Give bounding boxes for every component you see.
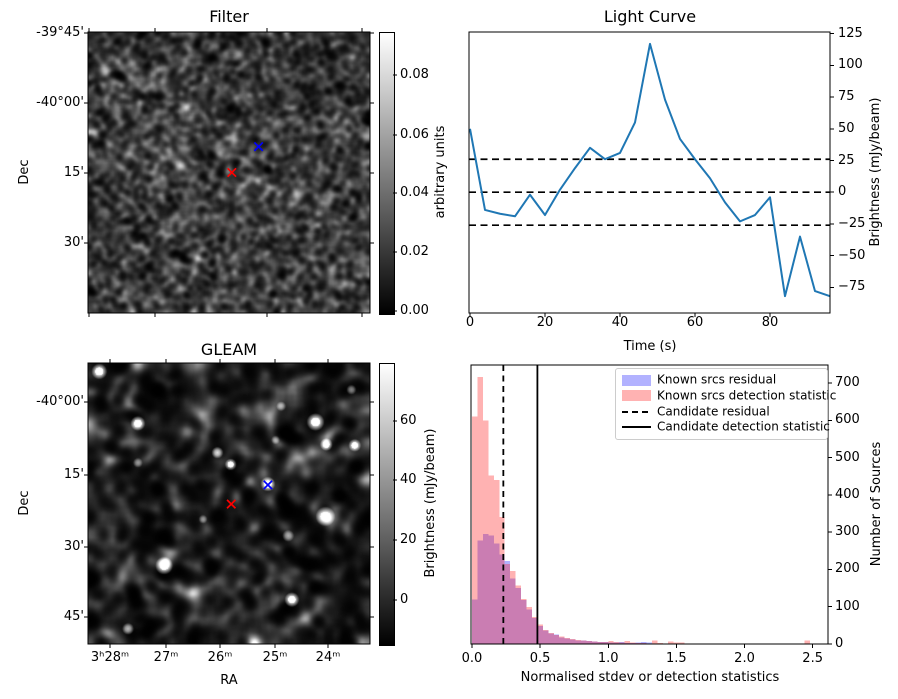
- filter-ytick-label: -40°00': [36, 94, 84, 110]
- light-curve-xtick-label: 80: [761, 314, 779, 330]
- filter-colorbar-tick-label: 0.04: [400, 184, 429, 200]
- filter-colorbar-label: arbitrary units: [432, 125, 448, 219]
- filter-colorbar-tick-label: 0.08: [400, 66, 429, 82]
- light-curve-xtick-label: 20: [536, 314, 554, 330]
- legend-item-label: Candidate detection statistic: [657, 419, 830, 434]
- gleam-colorbar-label: Brightness (mJy/beam): [422, 428, 438, 578]
- gleam-xtick-label: 25ᵐ: [262, 649, 288, 665]
- light-curve-ytick-label: 75: [838, 88, 855, 104]
- gleam-colorbar: [379, 363, 395, 646]
- gleam-ylabel: Dec: [16, 490, 32, 516]
- gleam-colorbar-tick-label: 0: [400, 591, 409, 607]
- gleam-xtick-label: 27ᵐ: [153, 649, 179, 665]
- light-curve-ytick-label: 125: [838, 25, 863, 41]
- histogram-ylabel: Number of Sources: [868, 441, 884, 567]
- legend-swatch-pink-patch: [622, 390, 651, 402]
- histogram-xtick-label: 2.0: [734, 650, 755, 666]
- histogram-ytick-label: 100: [835, 598, 860, 614]
- gleam-ytick-label: 30': [63, 538, 84, 554]
- filter-title: Filter: [209, 7, 249, 27]
- light-curve-ytick-label: 0: [838, 184, 847, 200]
- legend-item-label: Known srcs detection statistic: [657, 388, 837, 403]
- filter-ytick-label: 15': [63, 164, 84, 180]
- histogram-xtick-label: 1.5: [666, 650, 687, 666]
- legend-swatch-solid-line: [622, 426, 651, 429]
- light-curve-ytick-label: 100: [838, 57, 863, 73]
- gleam-xtick-label: 24ᵐ: [315, 649, 341, 665]
- histogram-xtick-label: 0.0: [461, 650, 483, 666]
- filter-colorbar: [379, 32, 395, 315]
- histogram-ytick-label: 400: [835, 486, 860, 502]
- legend-item-label: Candidate residual: [657, 404, 770, 418]
- gleam-ytick-label: -40°00': [36, 393, 84, 409]
- light-curve-ytick-label: −50: [838, 247, 866, 263]
- gleam-xlabel: RA: [220, 672, 238, 688]
- gleam-ytick-label: 45': [63, 608, 84, 624]
- filter-colorbar-tick-label: 0.02: [400, 243, 429, 259]
- histogram-ytick-label: 300: [835, 523, 860, 539]
- light-curve-xtick-label: 0: [465, 314, 475, 330]
- histogram-xtick-label: 2.5: [802, 650, 823, 666]
- gleam-title: GLEAM: [200, 340, 258, 360]
- filter-ylabel: Dec: [16, 159, 32, 185]
- light-curve-title: Light Curve: [603, 7, 697, 27]
- gleam-xtick-label: 3ʰ28ᵐ: [90, 649, 130, 665]
- histogram-xlabel: Normalised stdev or detection statistics: [520, 669, 780, 685]
- histogram-ytick-label: 600: [835, 412, 860, 428]
- gleam-colorbar-tick-label: 60: [400, 412, 417, 428]
- light-curve-ytick-label: 50: [838, 120, 855, 136]
- histogram-ytick-label: 0: [835, 635, 844, 651]
- gleam-colorbar-tick-label: 20: [400, 531, 417, 547]
- filter-colorbar-tick-label: 0.00: [400, 302, 429, 318]
- legend-swatch-dashed-line: [622, 410, 651, 413]
- histogram-ytick-label: 500: [835, 449, 860, 465]
- filter-sky-image: [88, 32, 370, 313]
- histogram-xtick-label: 1.0: [597, 650, 619, 666]
- light-curve-ylabel: Brightness (mJy/beam): [867, 97, 883, 247]
- gleam-ytick-label: 15': [63, 466, 84, 482]
- gleam-colorbar-tick-label: 40: [400, 471, 417, 487]
- histogram-xtick-label: 0.5: [529, 650, 551, 666]
- light-curve-xtick-label: 40: [611, 314, 629, 330]
- filter-ytick-label: 30': [63, 234, 84, 250]
- gleam-sky-image: [88, 363, 370, 644]
- light-curve-ytick-label: −75: [838, 279, 866, 295]
- legend-swatch-blue-patch: [622, 374, 651, 386]
- light-curve-ytick-label: −25: [838, 215, 866, 231]
- histogram-ytick-label: 200: [835, 561, 860, 577]
- light-curve-xtick-label: 60: [686, 314, 704, 330]
- filter-ytick-label: -39°45': [36, 24, 84, 40]
- light-curve-xlabel: Time (s): [623, 338, 677, 354]
- filter-colorbar-tick-label: 0.06: [400, 126, 429, 142]
- light-curve-ytick-label: 25: [838, 152, 855, 168]
- gleam-xtick-label: 26ᵐ: [207, 649, 233, 665]
- histogram-legend: Known srcs residual Known srcs detection …: [615, 368, 836, 440]
- histogram-ytick-label: 700: [835, 374, 860, 390]
- legend-item-label: Known srcs residual: [657, 372, 777, 387]
